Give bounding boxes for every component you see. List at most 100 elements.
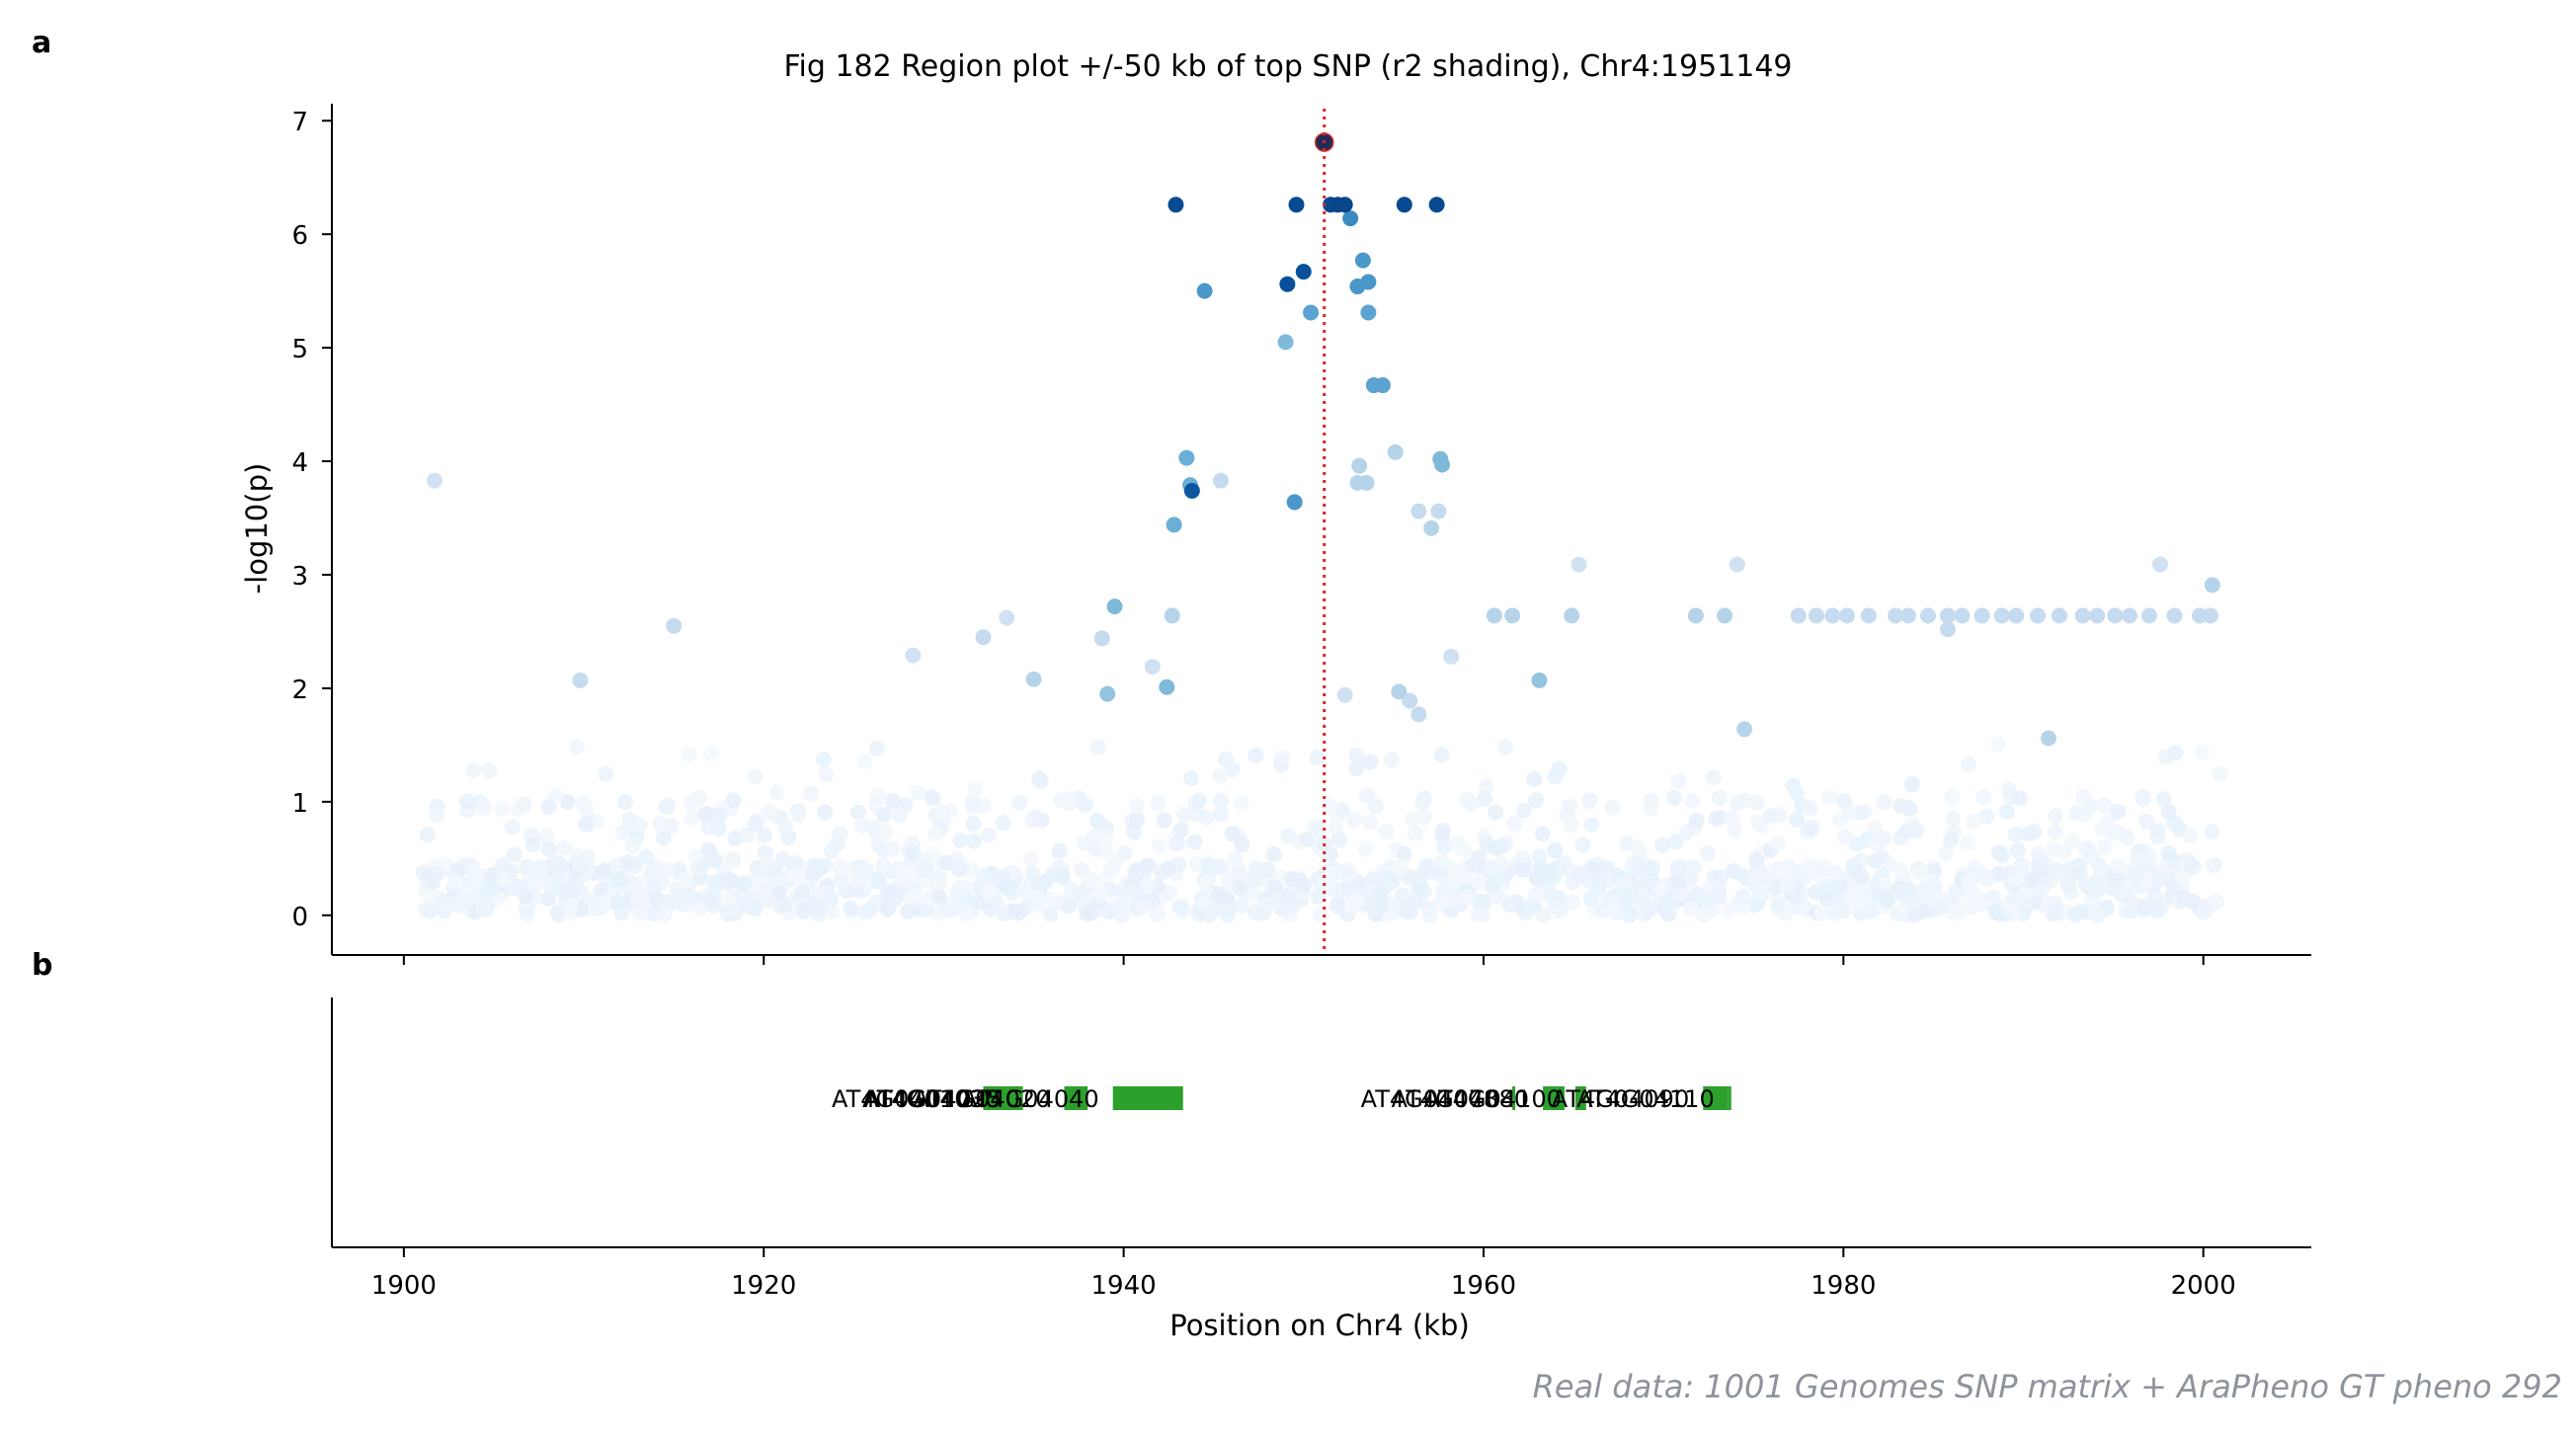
background-snp-point <box>1128 798 1145 815</box>
background-snp-point <box>1632 857 1649 874</box>
background-snp-point <box>1506 815 1523 832</box>
background-snp-point <box>1358 787 1375 804</box>
background-snp-point <box>1876 794 1892 811</box>
y-axis-ticks: 0 1 2 3 4 5 6 7 <box>291 108 332 932</box>
snp-point <box>1899 607 1916 624</box>
background-snp-point <box>626 876 643 893</box>
snp-point <box>1354 252 1371 269</box>
snp-point <box>1790 607 1807 624</box>
background-snp-point <box>770 884 787 901</box>
background-snp-point <box>2012 790 2029 807</box>
background-snp-point <box>1053 792 1070 809</box>
background-snp-point <box>884 793 901 810</box>
background-snp-point <box>1175 806 1192 823</box>
background-snp-point <box>1380 870 1397 887</box>
snp-point <box>1504 607 1521 624</box>
background-snp-point <box>879 885 896 902</box>
y-tick-label: 3 <box>291 562 308 592</box>
background-snp-point <box>1421 907 1438 923</box>
background-snp-point <box>484 866 501 883</box>
background-snp-point <box>867 797 884 814</box>
background-snp-point <box>1321 798 1337 815</box>
snp-point <box>1954 607 1971 624</box>
gene-track: AT4G04010AT4G04030AT4G04025AT4G04020AT4G… <box>832 1085 1731 1113</box>
background-snp-point <box>1670 873 1687 890</box>
background-snp-point <box>617 794 634 811</box>
background-snp-point <box>1826 884 1843 901</box>
background-snp-point <box>2206 856 2222 873</box>
background-snp-point <box>683 795 699 812</box>
background-snp-point <box>524 836 541 852</box>
background-snp-point <box>1172 822 1189 838</box>
background-snp-point <box>1736 792 1753 809</box>
background-snp-point <box>2076 807 2093 824</box>
background-snp-point <box>2047 808 2063 825</box>
background-snp-point <box>795 903 812 919</box>
background-snp-point <box>874 856 891 873</box>
background-snp-point <box>1526 770 1543 787</box>
background-snp-point <box>2193 745 2210 761</box>
background-snp-point <box>1195 896 1212 913</box>
background-snp-point <box>1531 848 1548 865</box>
background-snp-point <box>570 856 587 873</box>
background-snp-point <box>918 862 934 879</box>
background-snp-point <box>2175 869 2192 886</box>
snp-point <box>1277 334 1294 351</box>
background-snp-point <box>2114 883 2131 900</box>
background-snp-point <box>1367 906 1384 922</box>
background-snp-point <box>986 869 1003 886</box>
background-snp-point <box>1711 889 1728 906</box>
background-snp-point <box>1515 802 1532 819</box>
background-snp-point <box>2080 840 2097 857</box>
background-snp-point <box>720 891 737 908</box>
background-snp-point <box>1488 804 1504 821</box>
snp-point <box>2051 607 2067 624</box>
background-snp-point <box>1114 895 1131 912</box>
snp-point <box>1360 304 1377 321</box>
background-snp-point <box>2092 859 2109 876</box>
background-snp-point <box>1001 880 1017 897</box>
background-snp-point <box>560 899 577 916</box>
background-snp-point <box>794 883 811 900</box>
background-snp-point <box>880 900 897 916</box>
gene-box <box>1512 1086 1516 1110</box>
background-snp-point <box>2093 872 2110 889</box>
background-snp-point <box>775 851 792 868</box>
background-snp-point <box>516 796 532 813</box>
background-snp-point <box>2123 903 2139 919</box>
background-snp-point <box>1116 844 1133 861</box>
background-snp-point <box>466 863 483 880</box>
snp-point <box>1358 474 1375 491</box>
background-snp-point <box>952 832 969 848</box>
background-snp-point <box>457 893 474 910</box>
background-snp-point <box>909 784 926 801</box>
background-snp-point <box>1212 792 1229 809</box>
background-snp-point <box>1093 885 1110 902</box>
snp-point <box>1106 598 1123 615</box>
background-snp-point <box>1892 883 1909 900</box>
background-snp-point <box>703 746 720 762</box>
background-snp-point <box>1201 862 1218 879</box>
background-snp-point <box>1151 837 1167 854</box>
background-snp-point <box>1687 886 1704 903</box>
background-snp-point <box>756 827 772 843</box>
background-snp-point <box>1565 894 1581 911</box>
background-snp-point <box>1817 859 1834 876</box>
background-snp-point <box>738 894 755 911</box>
snp-point <box>1939 607 1956 624</box>
background-snp-point <box>1234 836 1250 853</box>
background-snp-point <box>1477 790 1493 807</box>
snp-point <box>1144 659 1161 676</box>
snp-point <box>1717 607 1733 624</box>
background-snp-point <box>2176 890 2193 907</box>
background-snp-point <box>1572 867 1589 884</box>
snp-point <box>1196 282 1213 299</box>
background-snp-point <box>1726 862 1742 879</box>
background-snp-point <box>1435 823 1452 839</box>
background-snp-point <box>2016 894 2033 911</box>
background-snp-point <box>803 785 820 802</box>
background-snp-point <box>823 842 840 859</box>
background-snp-point <box>1547 890 1564 907</box>
background-snp-point <box>1156 812 1172 829</box>
